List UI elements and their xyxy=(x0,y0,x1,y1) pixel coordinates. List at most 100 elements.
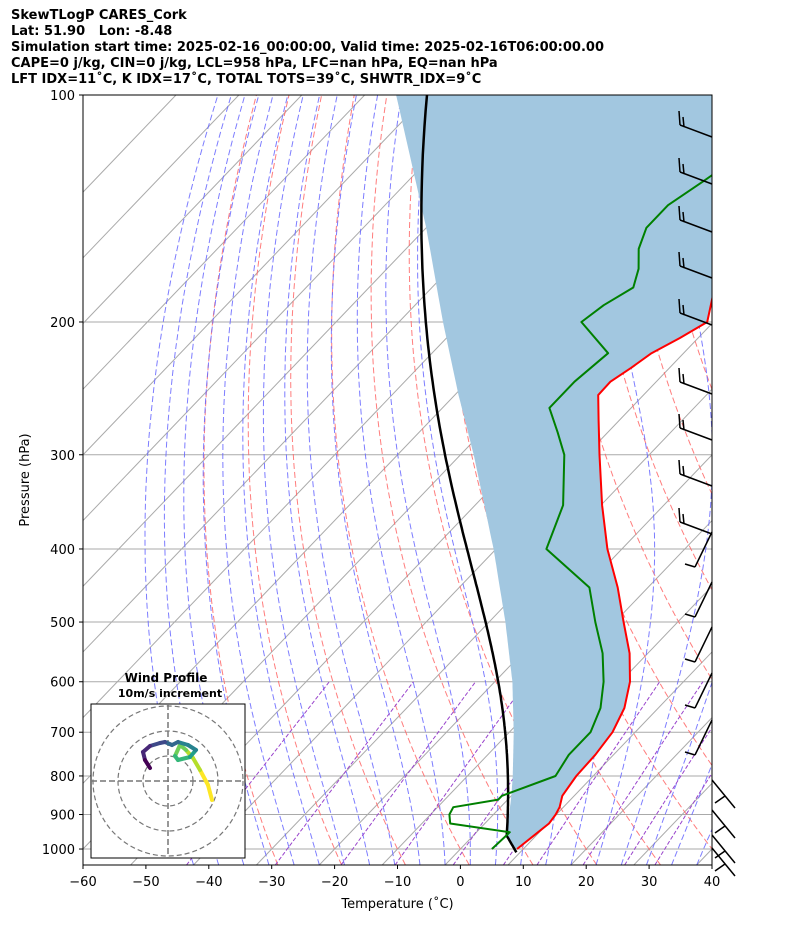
wind-barb xyxy=(711,779,736,809)
wind-barb xyxy=(678,157,713,185)
index-line: LFT IDX=11˚C, K IDX=17˚C, TOTAL TOTS=39˚… xyxy=(11,72,482,87)
dry-adiabat xyxy=(745,95,794,865)
y-tick-label: 800 xyxy=(50,770,75,785)
wind-barb xyxy=(678,298,713,326)
isotherm-line xyxy=(83,95,366,390)
barb-flag xyxy=(682,465,685,477)
isotherm-line xyxy=(318,454,712,865)
moist-adiabat xyxy=(262,95,345,865)
y-tick-label: 200 xyxy=(50,316,75,331)
barb-flag xyxy=(684,751,696,756)
barb-flag xyxy=(678,298,681,314)
barb-flag xyxy=(682,211,685,223)
barb-flag xyxy=(684,704,696,709)
x-tick-label: 20 xyxy=(578,875,595,890)
wind-barb xyxy=(678,459,713,487)
barb-flag xyxy=(678,110,681,126)
isotherm-line xyxy=(760,95,794,865)
barb-flag xyxy=(678,205,681,221)
time-line: Simulation start time: 2025-02-16_00:00:… xyxy=(11,40,604,55)
wind-barb xyxy=(684,531,713,568)
barb-flag xyxy=(678,251,681,267)
location-line: Lat: 51.90 Lon: -8.48 xyxy=(11,24,173,39)
x-tick-label: 0 xyxy=(456,875,464,890)
barb-staff xyxy=(694,531,713,568)
temperature-line xyxy=(516,295,712,850)
dry-adiabat xyxy=(408,95,598,865)
moist-adiabat xyxy=(620,95,712,865)
moist-adiabat xyxy=(306,95,396,865)
barb-flag xyxy=(714,795,726,804)
hodograph-segment xyxy=(206,783,214,802)
wind-barb xyxy=(678,205,713,233)
barb-staff xyxy=(694,581,713,618)
barb-flag xyxy=(714,825,726,834)
x-axis-label: Temperature (˚C) xyxy=(340,896,453,912)
barb-staff xyxy=(679,171,713,185)
x-tick-label: 30 xyxy=(641,875,658,890)
barb-flag xyxy=(714,850,726,859)
barb-flag xyxy=(682,304,685,316)
wind-barb xyxy=(711,809,736,839)
wind-barb xyxy=(711,834,736,864)
wind-barb xyxy=(678,507,713,535)
dry-adiabat xyxy=(370,95,534,865)
hodograph-segment xyxy=(143,758,152,770)
moist-adiabat xyxy=(356,95,446,865)
mixing-ratio-line xyxy=(654,772,712,865)
barb-staff xyxy=(694,672,713,709)
isotherm-line xyxy=(507,651,712,865)
barb-flag xyxy=(678,157,681,173)
barb-staff xyxy=(679,473,713,487)
hodograph-segment xyxy=(191,756,202,772)
parcel-profile-line xyxy=(420,95,518,853)
wind-barb xyxy=(678,110,713,138)
dry-adiabat xyxy=(247,95,343,865)
moist-adiabat xyxy=(595,95,656,865)
hodograph-segment xyxy=(176,755,192,762)
dry-adiabat xyxy=(778,95,794,865)
barb-staff xyxy=(679,381,713,395)
wind-barb xyxy=(684,626,713,663)
wind-barb xyxy=(684,719,713,756)
barb-flag xyxy=(684,658,696,663)
barb-staff xyxy=(679,521,713,535)
isotherm-line xyxy=(83,95,240,259)
dry-adiabat xyxy=(713,95,794,865)
y-tick-label: 700 xyxy=(50,726,75,741)
barb-flag xyxy=(714,863,726,872)
barb-flag xyxy=(682,513,685,525)
moist-adiabat xyxy=(722,95,794,865)
hodograph-area xyxy=(91,704,245,858)
barb-staff xyxy=(711,847,736,877)
isotherm-line xyxy=(83,95,428,456)
y-tick-label: 1000 xyxy=(42,843,75,858)
hodograph-segment xyxy=(198,768,210,787)
mixing-ratio-line xyxy=(274,681,414,865)
barb-staff xyxy=(711,809,736,839)
moist-adiabat xyxy=(417,95,499,865)
x-tick-label: −60 xyxy=(69,875,96,890)
y-tick-label: 400 xyxy=(50,543,75,558)
barb-staff xyxy=(694,719,713,756)
barb-staff xyxy=(679,124,713,138)
wind-barb xyxy=(678,367,713,395)
station-title: SkewTLogP CARES_Cork xyxy=(11,8,187,23)
moist-adiabat xyxy=(385,95,471,865)
wind-barb xyxy=(684,581,713,618)
cin-fill xyxy=(396,95,712,849)
barb-flag xyxy=(684,613,696,618)
wind-barb xyxy=(678,251,713,279)
y-tick-label: 300 xyxy=(50,449,75,464)
barb-flag xyxy=(682,257,685,269)
barb-staff xyxy=(679,265,713,279)
y-tick-label: 600 xyxy=(50,676,75,691)
wind-barb xyxy=(678,413,713,441)
hodograph-segment xyxy=(173,743,182,758)
y-tick-label: 900 xyxy=(50,809,75,824)
wind-barb xyxy=(684,672,713,709)
moist-adiabat xyxy=(671,763,712,865)
cape-line: CAPE=0 j/kg, CIN=0 j/kg, LCL=958 hPa, LF… xyxy=(11,56,498,71)
hodograph-subtitle: 10m/s increment xyxy=(118,687,222,700)
